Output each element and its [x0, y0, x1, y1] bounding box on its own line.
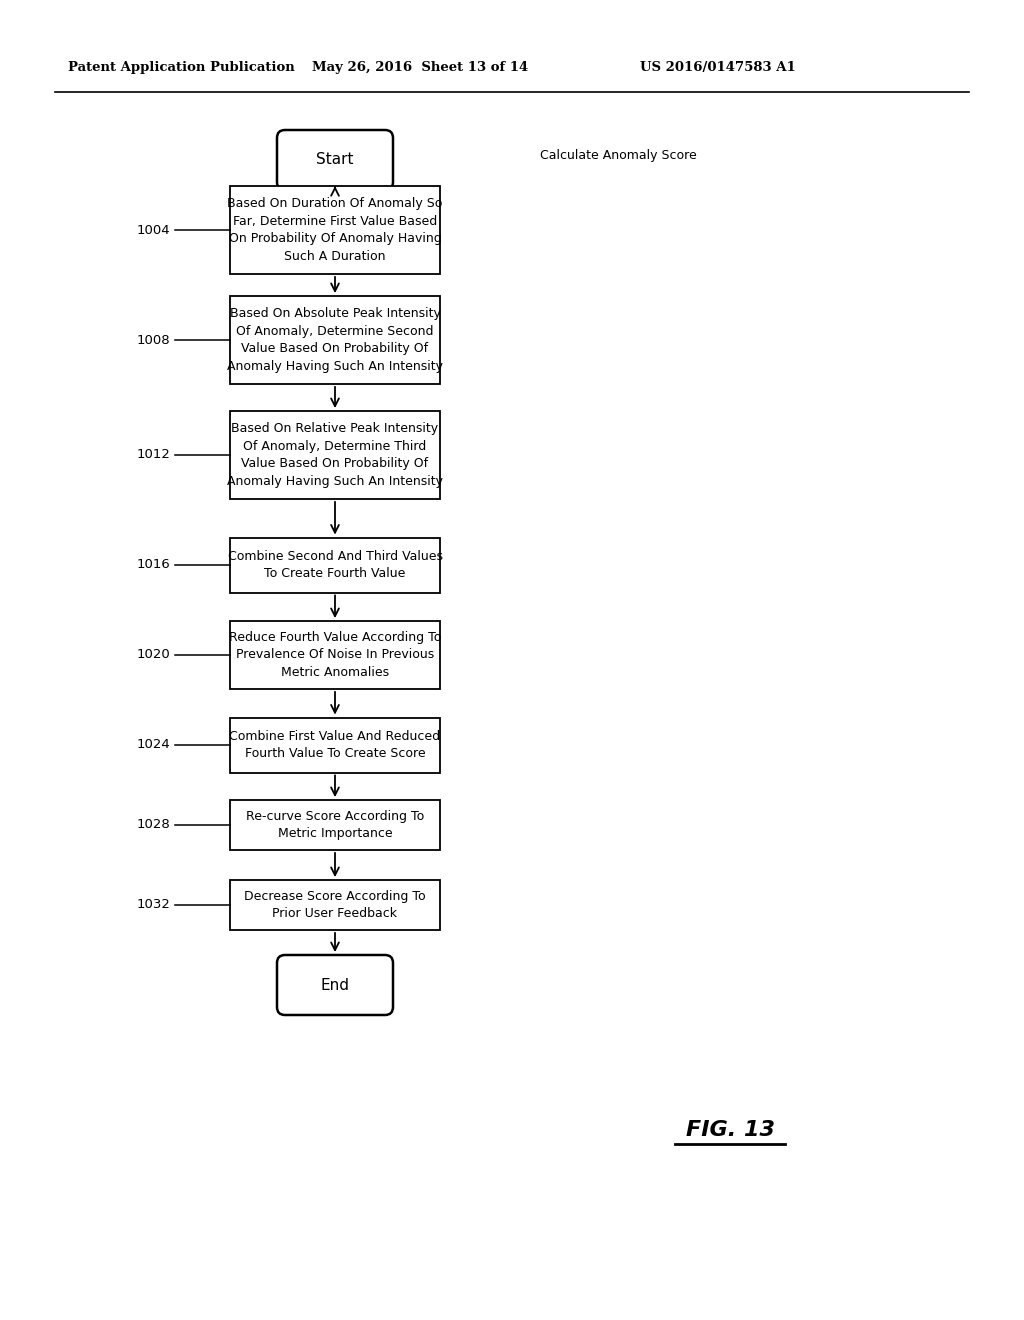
- FancyBboxPatch shape: [230, 620, 440, 689]
- Text: 1008: 1008: [136, 334, 170, 346]
- FancyBboxPatch shape: [230, 718, 440, 772]
- Text: 1028: 1028: [136, 818, 170, 832]
- Text: Based On Duration Of Anomaly So
Far, Determine First Value Based
On Probability : Based On Duration Of Anomaly So Far, Det…: [227, 197, 442, 263]
- Text: Based On Relative Peak Intensity
Of Anomaly, Determine Third
Value Based On Prob: Based On Relative Peak Intensity Of Anom…: [227, 422, 443, 488]
- FancyBboxPatch shape: [278, 954, 393, 1015]
- Text: Reduce Fourth Value According To
Prevalence Of Noise In Previous
Metric Anomalie: Reduce Fourth Value According To Prevale…: [228, 631, 441, 678]
- Text: Re-curve Score According To
Metric Importance: Re-curve Score According To Metric Impor…: [246, 809, 424, 841]
- Text: Decrease Score According To
Prior User Feedback: Decrease Score According To Prior User F…: [244, 890, 426, 920]
- Text: Combine First Value And Reduced
Fourth Value To Create Score: Combine First Value And Reduced Fourth V…: [229, 730, 440, 760]
- Text: 1032: 1032: [136, 899, 170, 912]
- FancyBboxPatch shape: [230, 880, 440, 931]
- Text: End: End: [321, 978, 349, 993]
- Text: FIG. 13: FIG. 13: [685, 1119, 774, 1140]
- Text: Based On Absolute Peak Intensity
Of Anomaly, Determine Second
Value Based On Pro: Based On Absolute Peak Intensity Of Anom…: [227, 308, 443, 372]
- Text: Combine Second And Third Values
To Create Fourth Value: Combine Second And Third Values To Creat…: [227, 549, 442, 581]
- Text: US 2016/0147583 A1: US 2016/0147583 A1: [640, 62, 796, 74]
- FancyBboxPatch shape: [230, 186, 440, 275]
- Text: May 26, 2016  Sheet 13 of 14: May 26, 2016 Sheet 13 of 14: [312, 62, 528, 74]
- Text: 1024: 1024: [136, 738, 170, 751]
- Text: 1012: 1012: [136, 449, 170, 462]
- Text: Start: Start: [316, 153, 353, 168]
- FancyBboxPatch shape: [230, 296, 440, 384]
- Text: 1016: 1016: [136, 558, 170, 572]
- Text: Calculate Anomaly Score: Calculate Anomaly Score: [540, 149, 696, 161]
- FancyBboxPatch shape: [230, 411, 440, 499]
- FancyBboxPatch shape: [230, 800, 440, 850]
- Text: 1020: 1020: [136, 648, 170, 661]
- Text: Patent Application Publication: Patent Application Publication: [68, 62, 295, 74]
- FancyBboxPatch shape: [278, 129, 393, 190]
- FancyBboxPatch shape: [230, 537, 440, 593]
- Text: 1004: 1004: [136, 223, 170, 236]
